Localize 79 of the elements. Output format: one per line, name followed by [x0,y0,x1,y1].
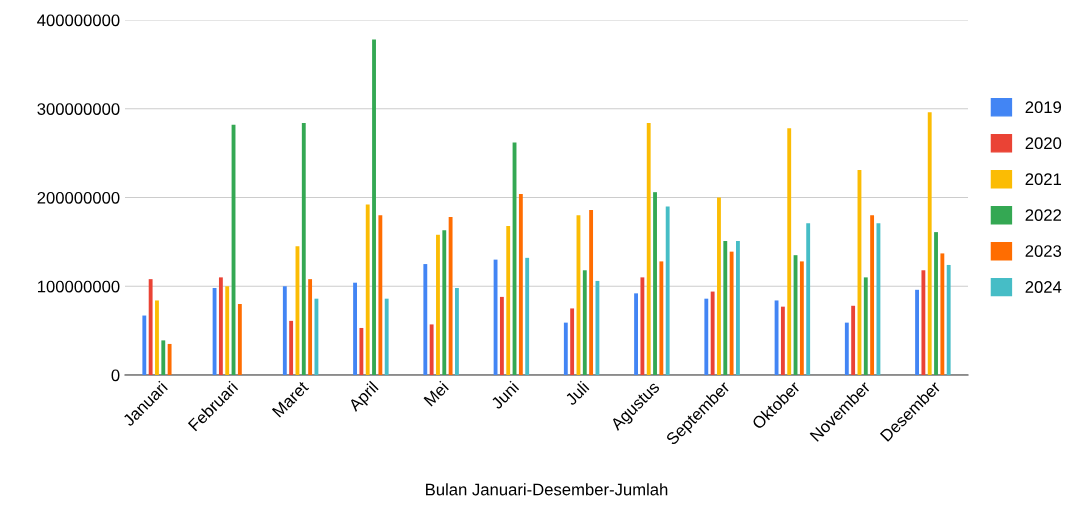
bar [927,112,932,375]
bar [161,340,166,375]
y-tick-label: 300000000 [37,103,120,115]
bar [155,300,159,375]
bar [717,197,721,375]
legend-label: 2023 [1025,245,1062,257]
bar [442,230,447,375]
bar [799,261,804,375]
bar [308,279,313,375]
bar [589,209,594,375]
bar [314,298,319,375]
bar [736,240,740,375]
bar [653,192,657,375]
bar [921,270,926,375]
bar [499,296,504,375]
bar [851,305,856,375]
bar [665,206,670,375]
bar [353,282,357,375]
bar [378,215,383,375]
bar [870,215,875,375]
bar [384,298,389,375]
bar [710,291,715,375]
legend-label: 2021 [1025,173,1062,186]
bar [806,223,811,375]
bar [723,240,728,375]
bar [289,320,294,375]
x-tick-label: Juni [489,380,520,410]
y-tick-label: 400000000 [37,14,120,27]
bar [946,264,951,375]
bar [915,289,919,375]
bar [780,306,785,375]
bar [774,300,779,375]
bar [506,225,511,375]
bar [563,322,568,375]
bar [704,298,709,375]
bar [142,315,147,375]
bar [423,264,428,375]
bar [282,286,287,375]
bar [448,217,453,375]
bar [225,286,230,375]
bar [301,122,306,375]
bar [646,122,651,375]
bar [372,39,376,375]
bar [863,277,868,375]
bar [359,327,364,375]
bar [570,308,575,375]
x-tick-label: Juli [564,380,590,407]
bar [518,193,523,375]
bar [787,128,792,375]
bar [365,204,370,375]
bar [493,259,498,375]
bar [640,277,645,375]
bar [218,277,223,375]
bar [167,343,172,375]
bar [729,251,734,375]
bar [582,270,587,375]
bar [844,322,849,375]
x-axis-title: Bulan Januari-Desember-Jumlah [426,483,668,496]
bar [429,324,434,375]
legend-label: 2022 [1025,209,1061,221]
bar [940,253,945,375]
bar [455,288,459,375]
bar [436,234,440,375]
bar [148,279,153,375]
y-tick-label: 100000000 [38,280,120,293]
bar [595,280,600,375]
legend-label: 2019 [1025,101,1062,114]
legend-label: 2024 [1025,281,1062,293]
bar [525,257,530,375]
bar [212,288,217,375]
legend-label: 2020 [1025,137,1062,150]
bar [659,261,664,375]
bar [934,232,938,375]
y-tick-label: 0 [111,369,120,382]
y-tick-label: 200000000 [37,191,120,204]
bar [876,223,881,375]
bar [237,304,242,375]
x-tick-label: Mei [423,380,449,407]
bar [634,293,638,375]
